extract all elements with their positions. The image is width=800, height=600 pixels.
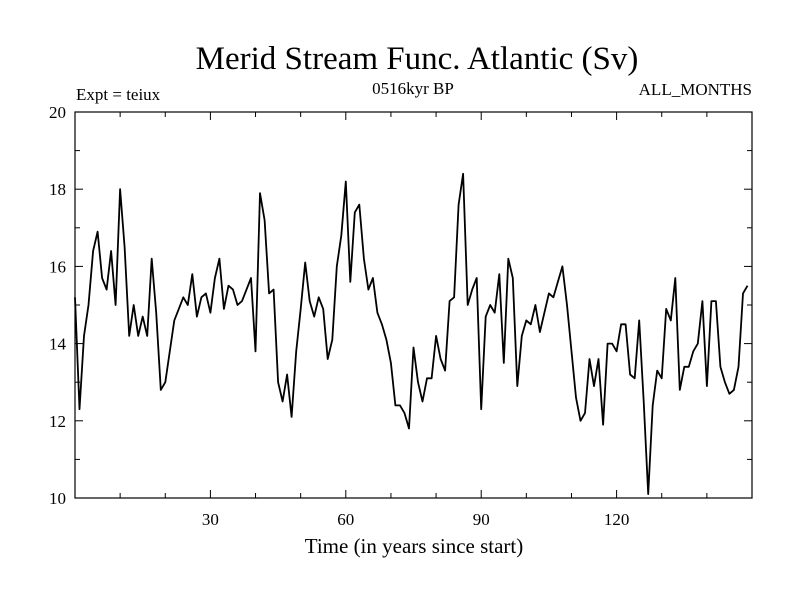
experiment-label: Expt = teiux xyxy=(76,85,161,104)
y-tick-label: 14 xyxy=(49,335,67,354)
chart-title: Merid Stream Func. Atlantic (Sv) xyxy=(196,41,639,77)
x-tick-label: 120 xyxy=(604,510,630,529)
x-axis-label: Time (in years since start) xyxy=(305,534,524,558)
x-tick-label: 60 xyxy=(337,510,354,529)
subtitle: 0516kyr BP xyxy=(372,79,454,98)
months-label: ALL_MONTHS xyxy=(639,80,752,99)
plot-area xyxy=(74,172,749,496)
x-tick-label: 30 xyxy=(202,510,219,529)
y-tick-label: 10 xyxy=(49,489,66,508)
y-tick-label: 12 xyxy=(49,412,66,431)
y-tick-label: 18 xyxy=(49,180,66,199)
y-tick-label: 20 xyxy=(49,103,66,122)
axes: 30 60 90 120 10 12 14 16 18 20 xyxy=(49,103,753,529)
y-tick-label: 16 xyxy=(49,257,66,276)
x-tick-label: 90 xyxy=(473,510,490,529)
series-line xyxy=(74,172,749,496)
